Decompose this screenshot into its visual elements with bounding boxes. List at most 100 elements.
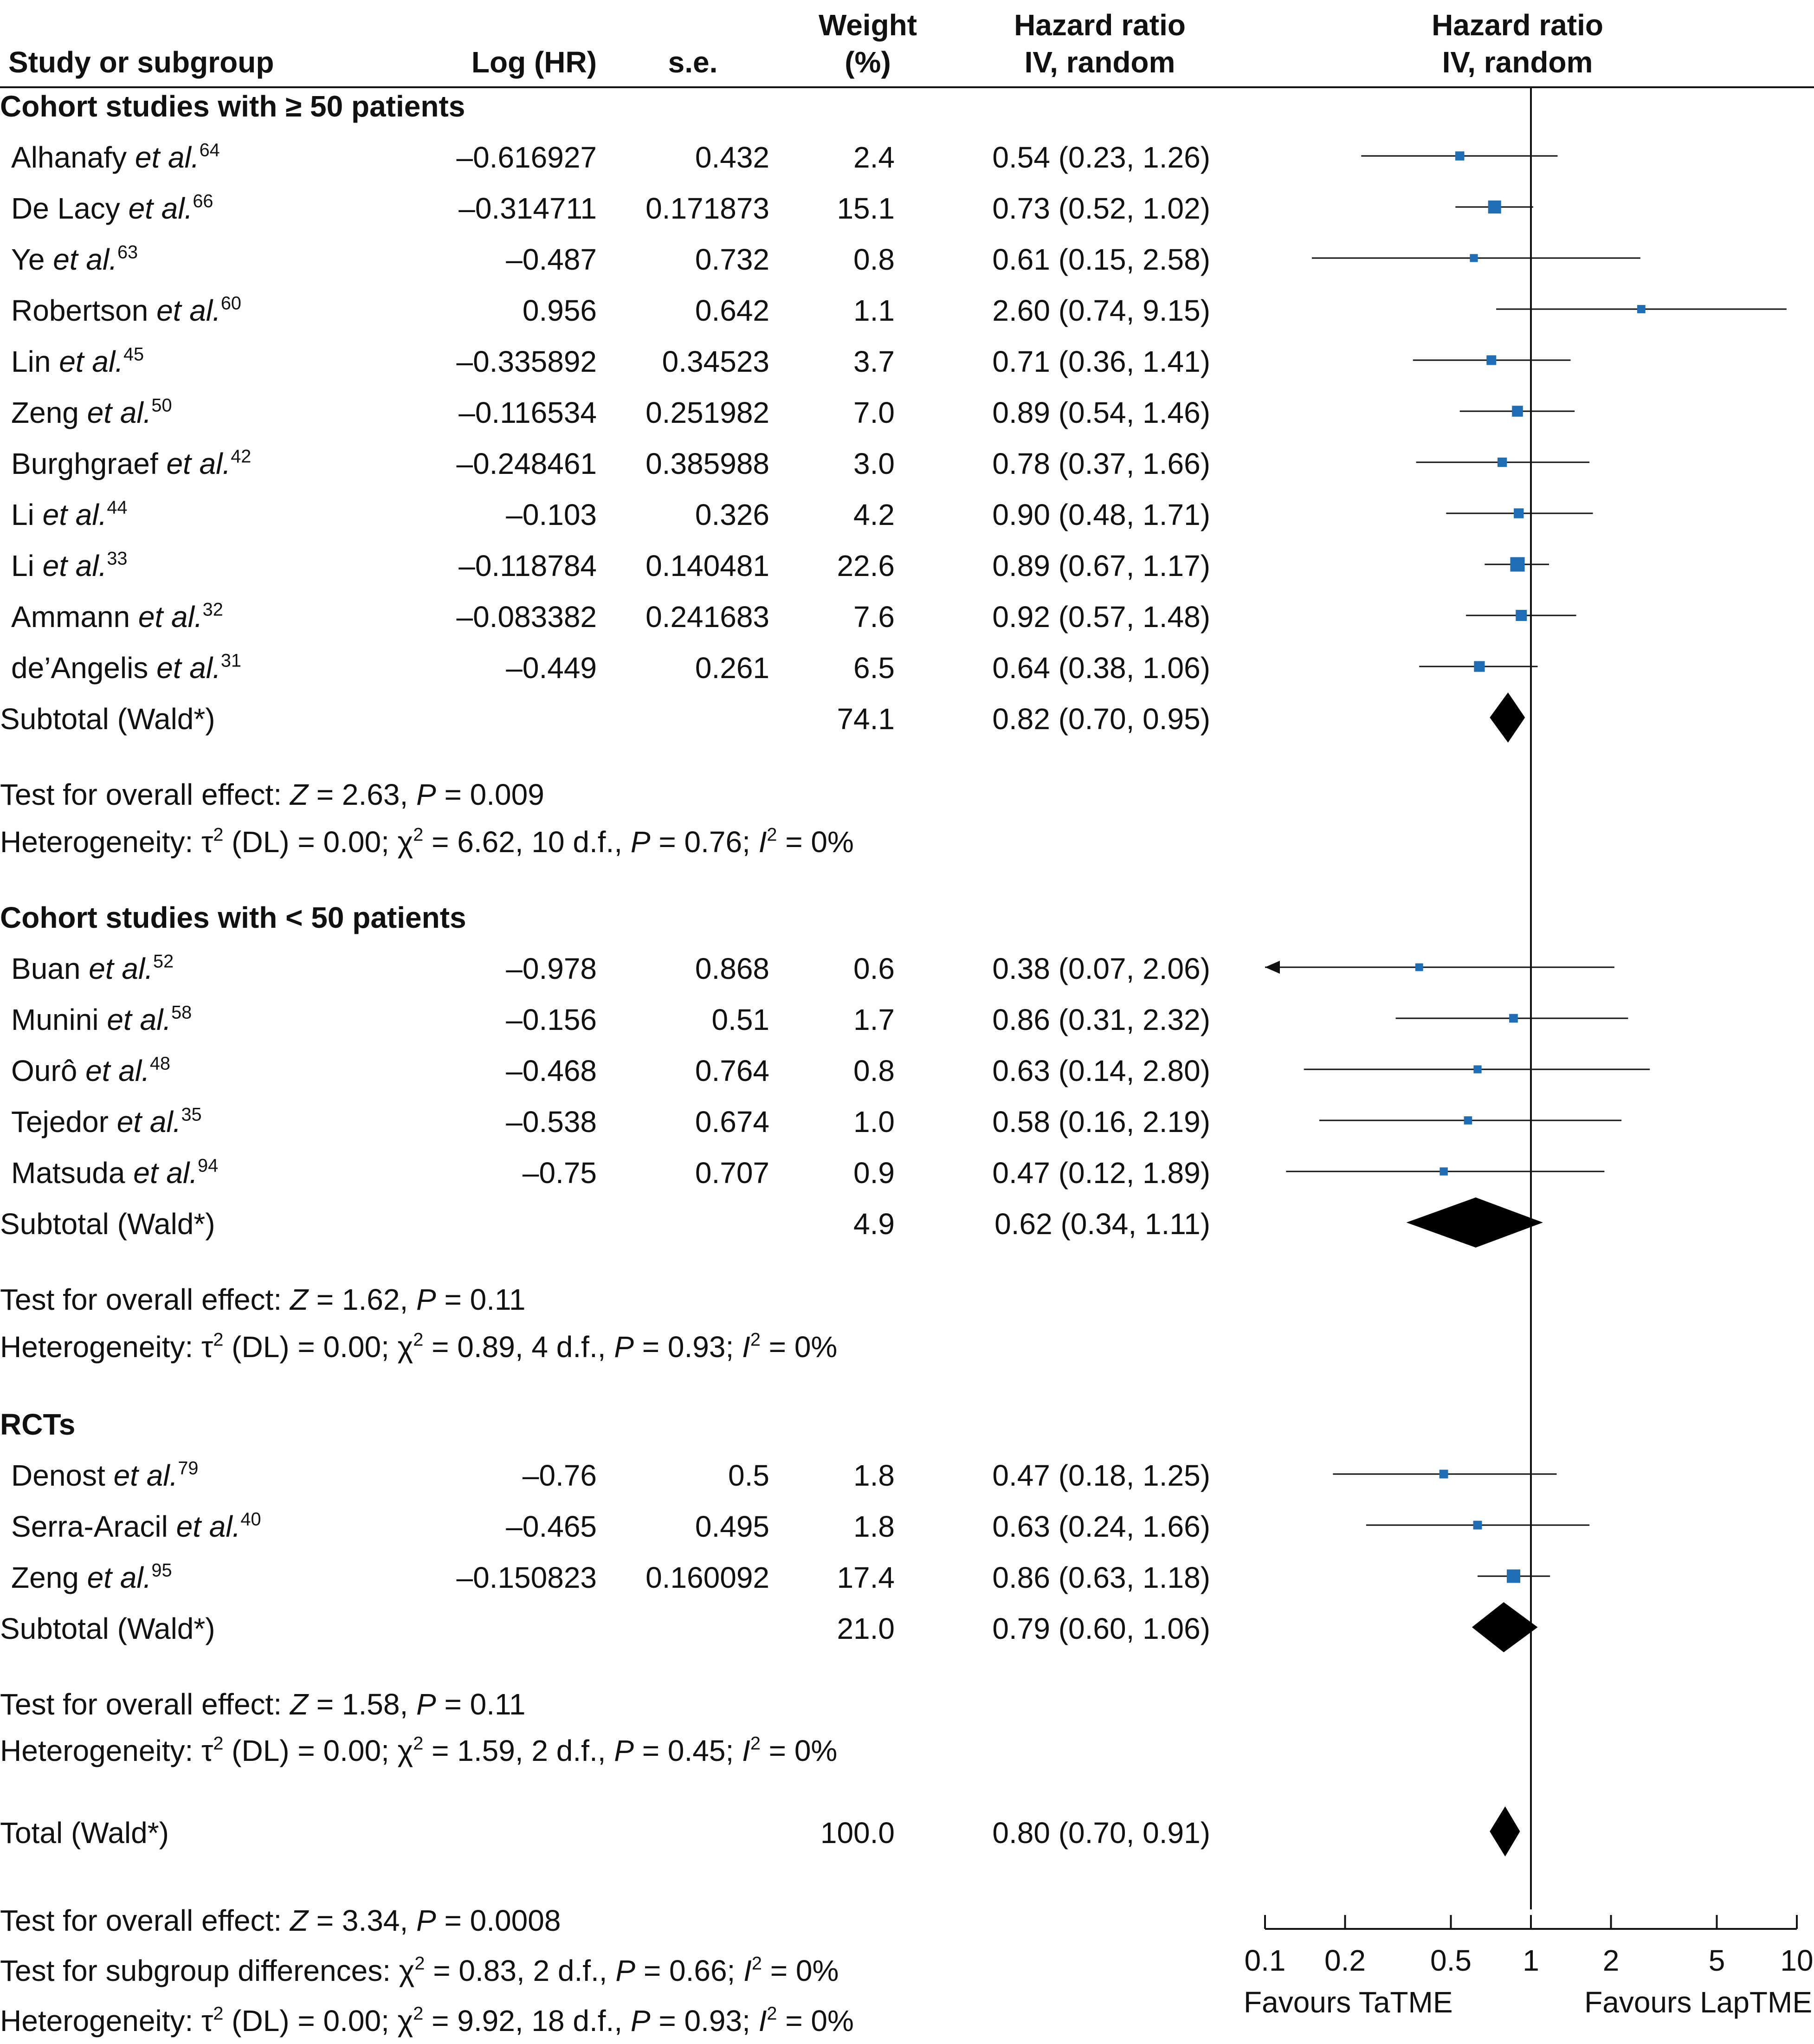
forest-table: Study or subgroup Log (HR) s.e. Weight (… bbox=[0, 8, 1814, 2044]
note-superscript: 2 bbox=[213, 1733, 224, 1754]
study-name: Serra-Aracil et al.40 bbox=[11, 1501, 261, 1552]
study-reference: 33 bbox=[107, 548, 128, 569]
study-log-hr: 0.956 bbox=[522, 294, 597, 327]
study-se: 0.642 bbox=[695, 294, 769, 327]
study-se: 0.674 bbox=[695, 1105, 769, 1138]
study-author: Munini bbox=[11, 1003, 99, 1036]
study-row: Tejedor et al.35 –0.538 0.674 1.0 0.58 (0.16… bbox=[0, 1096, 1244, 1147]
note-italic: Z bbox=[290, 1283, 308, 1316]
study-weight: 1.8 bbox=[853, 1459, 895, 1492]
statistics-note: Test for overall effect: Z = 1.58, P = 0… bbox=[0, 1681, 525, 1727]
note-text: = 2.63, bbox=[308, 778, 417, 811]
study-hazard-ratio: 0.92 (0.57, 1.48) bbox=[992, 600, 1210, 634]
note-text: = 0% bbox=[777, 825, 854, 859]
study-log-hr: –0.083382 bbox=[456, 600, 597, 634]
study-marker bbox=[1486, 355, 1497, 365]
note-text: Test for overall effect: bbox=[0, 1283, 290, 1316]
study-author: Li bbox=[11, 498, 34, 531]
study-etal: et al. bbox=[87, 1561, 152, 1594]
x-tick-label: 10 bbox=[1780, 1944, 1813, 1977]
header-loghr: Log (HR) bbox=[471, 45, 597, 79]
study-marker bbox=[1455, 151, 1465, 161]
study-hazard-ratio: 0.64 (0.38, 1.06) bbox=[992, 651, 1210, 685]
study-reference: 45 bbox=[123, 344, 144, 365]
favours-right-label: Favours LapTME bbox=[1584, 1986, 1812, 2019]
study-name: Zeng et al.95 bbox=[11, 1552, 172, 1603]
study-se: 0.495 bbox=[695, 1510, 769, 1543]
study-hazard-ratio: 0.86 (0.63, 1.18) bbox=[992, 1561, 1210, 1594]
study-row: Ammann et al.32 –0.083382 0.241683 7.6 0.92 … bbox=[0, 591, 1244, 642]
study-marker bbox=[1509, 1014, 1518, 1023]
study-row: Zeng et al.50 –0.116534 0.251982 7.0 0.89 (0… bbox=[0, 387, 1244, 438]
note-text: = 0.89, 4 d.f., bbox=[423, 1330, 614, 1364]
study-etal: et al. bbox=[42, 498, 107, 531]
study-row: Li et al.44 –0.103 0.326 4.2 0.90 (0.48, 1.7… bbox=[0, 489, 1244, 540]
note-superscript: 2 bbox=[213, 824, 224, 845]
study-log-hr: –0.116534 bbox=[458, 396, 597, 429]
note-text: = 6.62, 10 d.f., bbox=[423, 825, 631, 859]
study-etal: et al. bbox=[156, 294, 221, 327]
summary-diamond bbox=[1406, 1197, 1543, 1248]
subgroup-heading: Cohort studies with ≥ 50 patients bbox=[0, 81, 1244, 132]
note-italic: P bbox=[614, 1330, 634, 1364]
study-log-hr: –0.103 bbox=[506, 498, 597, 531]
study-reference: 66 bbox=[193, 191, 213, 212]
study-etal: et al. bbox=[116, 1105, 181, 1138]
study-hazard-ratio: 0.89 (0.54, 1.46) bbox=[992, 396, 1210, 429]
x-tick-label: 1 bbox=[1523, 1944, 1539, 1977]
study-log-hr: –0.449 bbox=[506, 651, 597, 685]
study-marker bbox=[1488, 201, 1501, 213]
study-reference: 32 bbox=[202, 599, 223, 620]
study-author: Buan bbox=[11, 952, 81, 985]
study-row: Alhanafy et al.64 –0.616927 0.432 2.4 0.54 (… bbox=[0, 132, 1244, 183]
study-weight: 2.4 bbox=[853, 141, 895, 174]
study-weight: 0.6 bbox=[853, 952, 895, 985]
study-weight: 0.8 bbox=[853, 1054, 895, 1087]
x-tick-label: 0.2 bbox=[1324, 1944, 1366, 1977]
study-row: Munini et al.58 –0.156 0.51 1.7 0.86 (0.31, … bbox=[0, 994, 1244, 1045]
study-row: Ourô et al.48 –0.468 0.764 0.8 0.63 (0.14, 2… bbox=[0, 1045, 1244, 1096]
study-log-hr: –0.76 bbox=[522, 1459, 597, 1492]
study-reference: 95 bbox=[151, 1560, 172, 1581]
note-text: = 0.11 bbox=[436, 1283, 526, 1316]
note-italic: P bbox=[630, 825, 651, 859]
study-marker bbox=[1510, 557, 1525, 572]
note-italic: I bbox=[758, 825, 767, 859]
study-log-hr: –0.465 bbox=[506, 1510, 597, 1543]
header-se: s.e. bbox=[668, 45, 718, 79]
note-text: (DL) = 0.00; χ bbox=[223, 825, 413, 859]
note-text: = 0.93; bbox=[650, 2004, 759, 2038]
study-se: 0.241683 bbox=[646, 600, 769, 634]
study-name: Ye et al.63 bbox=[11, 234, 138, 285]
study-author: Denost bbox=[11, 1459, 105, 1492]
note-text: (DL) = 0.00; χ bbox=[223, 1330, 413, 1364]
study-se: 0.868 bbox=[695, 952, 769, 985]
study-etal: et al. bbox=[128, 192, 193, 225]
study-se: 0.140481 bbox=[646, 549, 769, 582]
study-reference: 58 bbox=[171, 1002, 192, 1023]
statistics-note: Heterogeneity: τ2 (DL) = 0.00; χ2 = 6.62… bbox=[0, 819, 854, 865]
study-weight: 15.1 bbox=[837, 192, 895, 225]
study-name: Burghgraef et al.42 bbox=[11, 438, 251, 489]
study-row: Lin et al.45 –0.335892 0.34523 3.7 0.71 (0.3… bbox=[0, 336, 1244, 387]
note-text: = 3.34, bbox=[308, 1904, 417, 1937]
study-row: de’Angelis et al.31 –0.449 0.261 6.5 0.64 (0… bbox=[0, 642, 1244, 693]
note-italic: Z bbox=[290, 1688, 308, 1721]
study-author: Serra-Aracil bbox=[11, 1510, 168, 1543]
x-tick-label: 2 bbox=[1603, 1944, 1620, 1977]
subtotal-weight: 21.0 bbox=[837, 1612, 895, 1645]
study-weight: 1.0 bbox=[853, 1105, 895, 1138]
note-italic: P bbox=[416, 778, 436, 811]
note-italic: Z bbox=[290, 778, 308, 811]
study-se: 0.261 bbox=[695, 651, 769, 685]
note-superscript: 2 bbox=[413, 824, 424, 845]
study-name: Zeng et al.50 bbox=[11, 387, 172, 438]
study-name: Li et al.44 bbox=[11, 489, 127, 540]
study-row: Ye et al.63 –0.487 0.732 0.8 0.61 (0.15, 2.5… bbox=[0, 234, 1244, 285]
study-name: De Lacy et al.66 bbox=[11, 183, 213, 234]
study-log-hr: –0.487 bbox=[506, 243, 597, 276]
study-marker bbox=[1415, 963, 1423, 971]
statistics-note: Heterogeneity: τ2 (DL) = 0.00; χ2 = 9.92… bbox=[0, 1998, 854, 2044]
study-reference: 40 bbox=[240, 1509, 261, 1530]
